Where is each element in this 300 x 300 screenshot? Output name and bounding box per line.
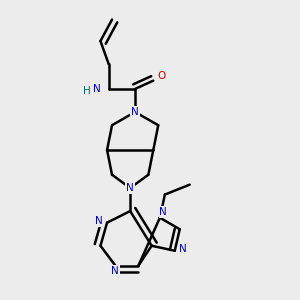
Text: O: O bbox=[158, 71, 166, 81]
Text: N: N bbox=[159, 207, 167, 217]
Text: N: N bbox=[95, 216, 103, 226]
Text: N: N bbox=[93, 84, 101, 94]
Text: N: N bbox=[179, 244, 187, 254]
Text: N: N bbox=[126, 183, 134, 193]
Text: H: H bbox=[83, 85, 91, 96]
Text: N: N bbox=[111, 266, 119, 275]
Text: N: N bbox=[131, 107, 139, 117]
